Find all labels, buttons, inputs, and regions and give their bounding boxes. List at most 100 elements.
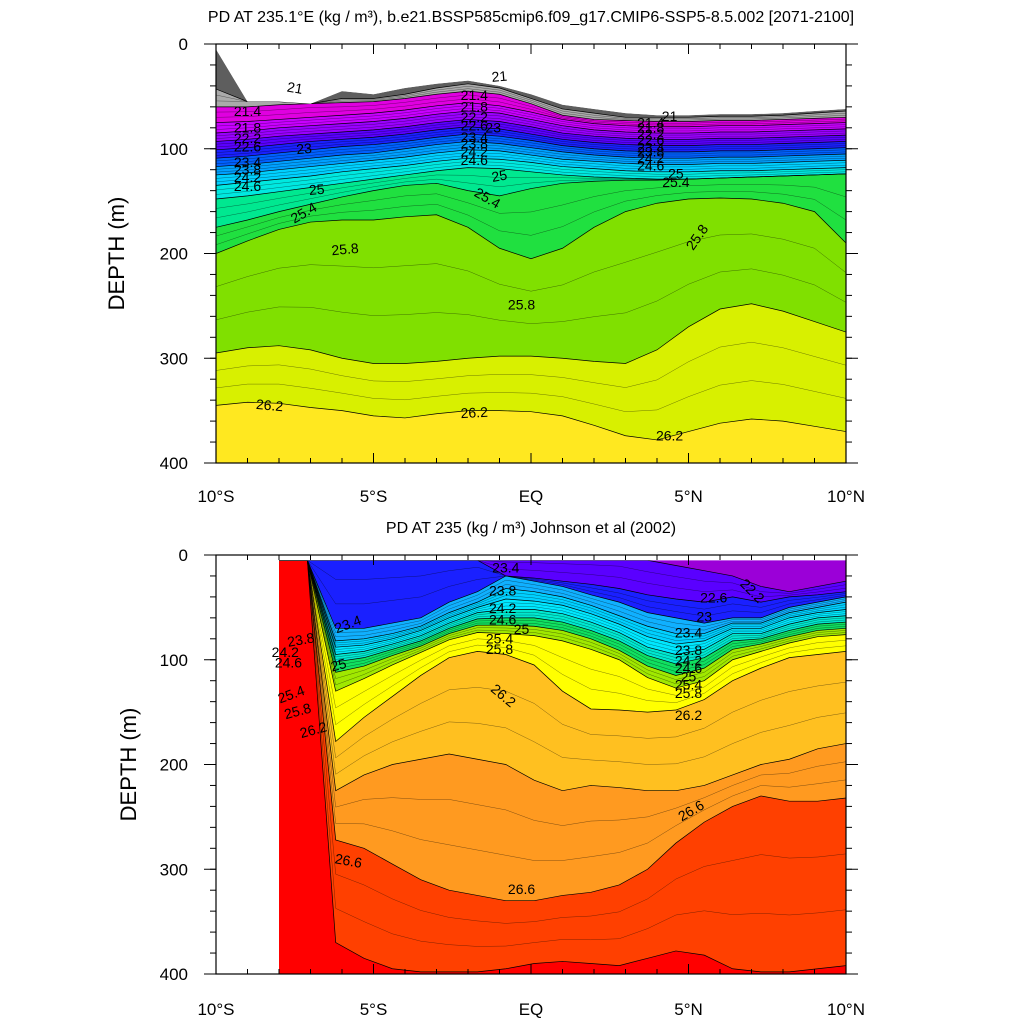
contour-label: 24.2 bbox=[637, 150, 664, 166]
contour-minor-line bbox=[216, 342, 846, 388]
contour-label: 24.2 bbox=[272, 644, 299, 660]
contour-label: 21.8 bbox=[637, 120, 664, 136]
contour-band-26.6 bbox=[279, 560, 846, 974]
contour-line-21.4 bbox=[216, 90, 846, 122]
contour-label: 23.4 bbox=[492, 559, 519, 575]
y-tick-label: 400 bbox=[160, 965, 188, 984]
contour-label: 23.8 bbox=[286, 629, 316, 650]
contour-minor-line bbox=[279, 560, 846, 637]
contour-line-21.8 bbox=[216, 102, 846, 128]
contour-line-26.2 bbox=[279, 559, 846, 743]
contour-line-24.6 bbox=[279, 559, 846, 655]
contour-label: 24.6 bbox=[234, 178, 261, 194]
contour-minor-line bbox=[216, 113, 846, 137]
contour-line-22.6 bbox=[216, 119, 846, 142]
contour-line-26.6 bbox=[279, 559, 846, 902]
contour-label: 25 bbox=[308, 181, 325, 198]
chart-bottom: 23.423.824.224.6 2525.425.826.223.423.824… bbox=[116, 520, 865, 1019]
contour-minor-line bbox=[279, 560, 846, 644]
contour-label: 23.4 bbox=[637, 139, 664, 155]
contour-minor-line bbox=[216, 105, 846, 130]
contour-minor-line bbox=[216, 191, 846, 245]
contour-label: 21 bbox=[286, 79, 304, 97]
contour-label: 26.6 bbox=[334, 850, 364, 871]
contour-label: 23.8 bbox=[461, 135, 488, 151]
contour-label: 21.8 bbox=[234, 120, 261, 136]
contour-minor-line bbox=[279, 560, 846, 924]
contour-field bbox=[216, 44, 846, 463]
contour-label: 25.8 bbox=[331, 240, 360, 258]
contour-label: 21 bbox=[662, 108, 678, 124]
contour-minor-line bbox=[279, 560, 846, 672]
contour-line-25 bbox=[279, 559, 846, 665]
contour-line-25.4 bbox=[216, 173, 846, 228]
contour-label: 23.8 bbox=[234, 161, 261, 177]
x-tick-label: EQ bbox=[519, 1000, 544, 1019]
contour-label: 23.4 bbox=[461, 129, 488, 145]
y-tick-label: 300 bbox=[160, 860, 188, 879]
y-tick-label: 200 bbox=[160, 245, 188, 264]
contour-label: 25.8 bbox=[486, 641, 513, 657]
contour-label: 25.8 bbox=[508, 297, 535, 313]
y-tick-label: 0 bbox=[179, 546, 188, 565]
contour-label: 21.4 bbox=[234, 103, 261, 119]
contour-minor-line bbox=[216, 124, 846, 148]
x-tick-label: 5°S bbox=[360, 487, 388, 506]
contour-minor-line bbox=[279, 560, 846, 661]
contour-label: 25.4 bbox=[662, 174, 689, 190]
contour-minor-line bbox=[216, 86, 846, 119]
contour-minor-line bbox=[216, 161, 846, 191]
contour-minor-line bbox=[216, 184, 846, 237]
contour-label: 26.2 bbox=[460, 404, 488, 421]
y-tick-label: 100 bbox=[160, 140, 188, 159]
contour-line-26.4 bbox=[279, 559, 846, 792]
x-tick-label: 10°N bbox=[827, 487, 865, 506]
contour-line-23.4 bbox=[279, 559, 846, 629]
contour-minor-line bbox=[216, 116, 846, 139]
x-tick-label: 10°S bbox=[197, 1000, 234, 1019]
contour-line-21 bbox=[216, 83, 846, 118]
contour-line-23 bbox=[216, 126, 846, 151]
contour-minor-line bbox=[216, 94, 846, 124]
contour-label: 22.6 bbox=[234, 138, 261, 154]
contour-label: 23 bbox=[296, 140, 313, 157]
x-tick-label: 5°S bbox=[360, 1000, 388, 1019]
contour-label: 23.8 bbox=[637, 144, 664, 160]
contour-minor-line bbox=[216, 136, 846, 162]
contour-minor-line bbox=[279, 560, 846, 759]
contour-label: 26.2 bbox=[298, 718, 329, 741]
contour-minor-line bbox=[279, 560, 846, 610]
contour-label: 22.2 bbox=[234, 130, 261, 146]
contour-line-26 bbox=[216, 303, 846, 364]
contour-minor-line bbox=[216, 88, 846, 121]
contour-label: 21.4 bbox=[461, 87, 488, 103]
contour-line-25.8 bbox=[279, 559, 846, 692]
x-tick-label: 10°N bbox=[827, 1000, 865, 1019]
contour-label: 25.4 bbox=[486, 631, 513, 647]
contour-label: 25.4 bbox=[675, 677, 702, 693]
contour-label: 26.6 bbox=[508, 881, 535, 897]
contour-label: 26.2 bbox=[675, 707, 702, 723]
contour-minor-line bbox=[279, 560, 846, 658]
contour-line-25.4 bbox=[279, 559, 846, 676]
contour-minor-line bbox=[279, 560, 846, 826]
y-tick-label: 200 bbox=[160, 756, 188, 775]
contour-label: 24.2 bbox=[461, 144, 488, 160]
contour-minor-line bbox=[279, 560, 846, 668]
contour-label: 23.4 bbox=[675, 624, 702, 640]
contour-minor-line bbox=[279, 560, 846, 633]
contour-minor-line bbox=[216, 268, 846, 324]
contour-minor-line bbox=[216, 146, 846, 173]
contour-label: 23.4 bbox=[234, 154, 261, 170]
contour-label: 22.6 bbox=[637, 132, 664, 148]
y-tick-label: 300 bbox=[160, 349, 188, 368]
contour-minor-line bbox=[279, 560, 846, 709]
contour-minor-line bbox=[216, 380, 846, 412]
contour-line-23.4 bbox=[216, 133, 846, 159]
contour-label: 22.2 bbox=[461, 109, 488, 125]
contour-minor-line bbox=[216, 121, 846, 145]
contour-minor-line bbox=[279, 560, 846, 775]
contour-minor-line bbox=[216, 108, 846, 132]
x-tick-label: 5°N bbox=[674, 1000, 703, 1019]
contour-label: 25 bbox=[681, 668, 697, 684]
